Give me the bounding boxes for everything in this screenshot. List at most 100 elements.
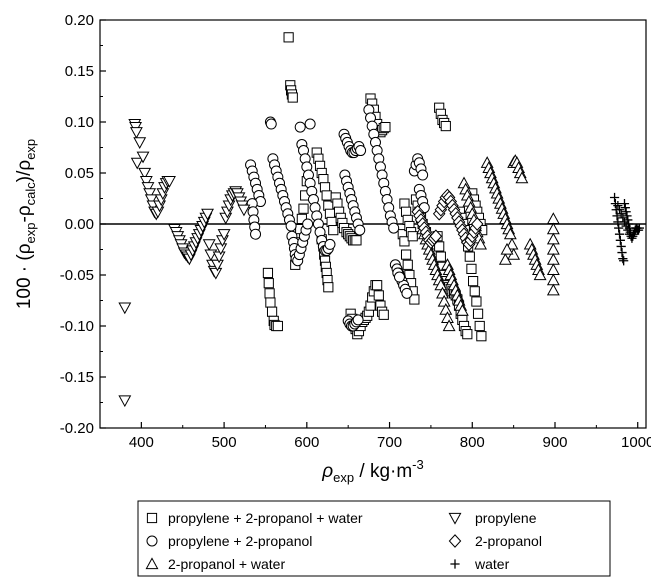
point-5-0 xyxy=(609,192,620,203)
point-1-11 xyxy=(250,228,262,240)
legend-label-5: water xyxy=(474,556,510,572)
legend-label-2: 2-propanol + water xyxy=(168,556,285,572)
series-4 xyxy=(411,188,484,252)
point-0-110 xyxy=(440,120,451,132)
y-tick-label-4: 0.00 xyxy=(65,216,94,233)
point-3-23 xyxy=(163,176,176,188)
point-5-7 xyxy=(615,235,625,245)
x-axis-ticks: 400 500 600 700 800 900 1000 xyxy=(99,422,651,451)
point-1-101 xyxy=(388,222,400,234)
point-0-92 xyxy=(409,294,420,305)
point-5-31 xyxy=(613,201,623,211)
point-1-78 xyxy=(354,224,366,236)
point-2-70 xyxy=(546,212,560,224)
point-1-37 xyxy=(302,218,314,230)
point-3-1 xyxy=(118,395,132,408)
x-tick-label-6: 1000 xyxy=(621,434,651,451)
point-0-84 xyxy=(380,122,391,133)
point-0-33 xyxy=(323,282,334,293)
x-tick-label-4: 800 xyxy=(460,434,485,451)
legend: propylene + 2-propanol + water propylene … xyxy=(137,500,611,577)
point-5-15 xyxy=(622,211,632,221)
point-3-7 xyxy=(136,151,150,164)
point-2-26 xyxy=(455,304,469,316)
point-2-62 xyxy=(500,242,514,255)
point-3-11 xyxy=(143,188,157,201)
y-tick-label-1: -0.15 xyxy=(60,369,94,386)
point-0-4 xyxy=(287,92,298,103)
point-5-35 xyxy=(619,217,630,227)
x-tick-label-3: 700 xyxy=(377,434,402,451)
y-tick-label-8: 0.20 xyxy=(65,12,94,29)
y-tick-label-3: -0.05 xyxy=(60,267,94,284)
y-tick-label-0: -0.20 xyxy=(60,420,94,437)
point-0-13 xyxy=(272,320,283,332)
point-1-109 xyxy=(401,287,413,299)
point-5-11 xyxy=(619,256,629,266)
point-0-112 xyxy=(434,241,445,252)
point-0-143 xyxy=(476,331,487,342)
point-3-44 xyxy=(201,208,214,221)
legend-marker-2 xyxy=(145,557,159,570)
point-0-70 xyxy=(372,280,383,291)
point-1-25 xyxy=(285,220,297,232)
point-3-54 xyxy=(217,229,231,241)
point-3-4 xyxy=(129,127,143,139)
point-3-12 xyxy=(144,194,158,207)
point-2-61 xyxy=(498,253,512,265)
point-0-129 xyxy=(462,329,473,340)
series-5 xyxy=(609,192,644,266)
point-3-10 xyxy=(141,182,155,194)
point-2-76 xyxy=(546,273,560,286)
point-1-13 xyxy=(265,118,277,130)
y-tick-label-6: 0.10 xyxy=(65,114,94,131)
point-3-9 xyxy=(139,176,153,188)
point-0-71 xyxy=(373,290,384,301)
point-5-9 xyxy=(617,247,627,258)
point-0-88 xyxy=(402,259,413,270)
y-tick-label-2: -0.10 xyxy=(60,318,94,335)
legend-label-0: propylene + 2-propanol + water xyxy=(168,510,363,526)
legend-marker-0 xyxy=(146,512,158,524)
legend-label-4: 2-propanol xyxy=(475,533,542,549)
point-5-32 xyxy=(614,205,625,215)
y-tick-label-7: 0.15 xyxy=(65,63,94,80)
point-5-38 xyxy=(624,229,635,239)
point-5-6 xyxy=(614,229,625,239)
point-3-6 xyxy=(133,137,147,150)
x-tick-label-0: 400 xyxy=(129,434,154,451)
point-5-29 xyxy=(633,225,644,235)
point-2-52 xyxy=(503,227,517,240)
point-4-35 xyxy=(470,217,484,231)
point-0-138 xyxy=(468,276,479,287)
point-2-72 xyxy=(546,232,560,245)
point-0-5 xyxy=(262,267,274,279)
series-1 xyxy=(245,104,430,332)
point-1-111 xyxy=(393,271,405,283)
point-0-40 xyxy=(328,225,339,236)
point-2-37 xyxy=(474,237,487,250)
point-0-9 xyxy=(266,306,278,317)
point-5-1 xyxy=(610,199,620,209)
point-3-8 xyxy=(138,167,152,180)
point-3-45 xyxy=(202,239,216,252)
point-3-66 xyxy=(237,204,251,217)
point-0-139 xyxy=(469,286,480,297)
x-tick-label-5: 900 xyxy=(542,434,567,451)
point-2-71 xyxy=(546,222,560,235)
point-5-14 xyxy=(621,207,631,217)
point-0-19 xyxy=(298,203,309,214)
series-3 xyxy=(118,118,251,408)
legend-marker-3 xyxy=(448,512,462,525)
point-3-5 xyxy=(130,157,144,170)
point-2-73 xyxy=(546,242,560,255)
legend-marker-4 xyxy=(448,534,462,548)
legend-marker-1 xyxy=(146,535,158,547)
point-0-137 xyxy=(466,263,477,274)
point-1-57 xyxy=(304,118,316,130)
point-5-34 xyxy=(618,213,628,223)
point-0-142 xyxy=(474,320,485,332)
legend-marker-5 xyxy=(450,559,460,569)
point-5-33 xyxy=(616,209,626,219)
